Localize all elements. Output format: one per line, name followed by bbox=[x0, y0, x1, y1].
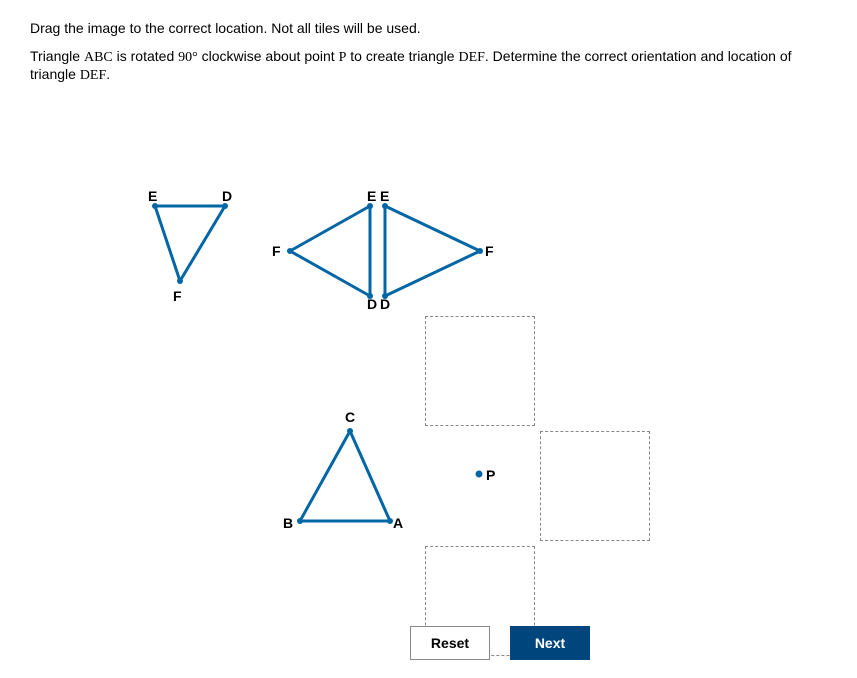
diagram-area: EDF FED EFD BCA P Reset Next bbox=[30, 96, 830, 656]
q-abc: ABC bbox=[84, 50, 113, 65]
button-row: Reset Next bbox=[410, 626, 590, 660]
triangle-abc: BCA bbox=[285, 416, 415, 546]
next-button[interactable]: Next bbox=[510, 626, 590, 660]
svg-text:E: E bbox=[380, 188, 389, 204]
q-m2: clockwise about point bbox=[198, 48, 339, 64]
svg-text:A: A bbox=[393, 515, 403, 531]
svg-text:D: D bbox=[222, 188, 232, 204]
q-def1: DEF bbox=[458, 50, 484, 65]
q-end: . bbox=[106, 66, 110, 82]
answer-tile-down-triangle[interactable]: E D F bbox=[140, 191, 260, 311]
instruction-text: Drag the image to the correct location. … bbox=[30, 20, 827, 36]
svg-text:C: C bbox=[345, 409, 355, 425]
svg-text:F: F bbox=[173, 288, 182, 304]
svg-text:D: D bbox=[380, 296, 390, 312]
drop-zone-right[interactable] bbox=[540, 431, 650, 541]
q-prefix: Triangle bbox=[30, 48, 84, 64]
q-m1: is rotated bbox=[113, 48, 178, 64]
answer-tile-right-triangle[interactable]: E F D bbox=[370, 191, 510, 311]
q-def2: DEF bbox=[80, 68, 106, 83]
drop-zone-top[interactable] bbox=[425, 316, 535, 426]
point-p: P bbox=[475, 466, 505, 489]
svg-text:E: E bbox=[148, 188, 157, 204]
svg-text:P: P bbox=[486, 467, 495, 483]
reset-button[interactable]: Reset bbox=[410, 626, 490, 660]
svg-text:B: B bbox=[283, 515, 293, 531]
q-angle: 90° bbox=[178, 50, 198, 65]
svg-text:F: F bbox=[272, 243, 281, 259]
question-text: Triangle ABC is rotated 90° clockwise ab… bbox=[30, 48, 827, 84]
svg-text:F: F bbox=[485, 243, 494, 259]
q-m3: to create triangle bbox=[346, 48, 458, 64]
